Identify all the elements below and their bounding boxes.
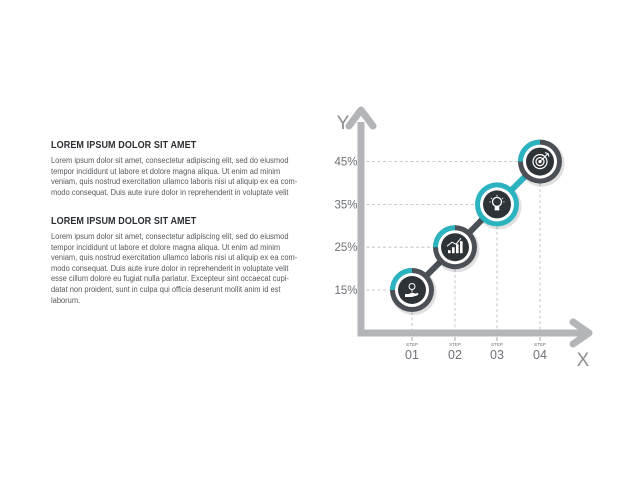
paragraph-line: modo consequat. Duis aute irure dolor in… — [51, 263, 289, 273]
text-block-1: LOREM IPSUM DOLOR SIT AMET Lorem ipsum d… — [51, 139, 316, 198]
y-tick-label: 25% — [334, 242, 357, 254]
y-tick-label: 35% — [334, 199, 357, 211]
lightbulb-icon — [489, 194, 505, 211]
growth-bar-chart-icon — [446, 237, 463, 254]
block-paragraph: Lorem ipsum dolor sit amet, consectetur … — [51, 156, 312, 198]
x-axis-letter: X — [577, 350, 590, 371]
paragraph-line: veniam, quis nostrud exercitation ullamc… — [51, 177, 298, 187]
target-icon — [532, 152, 550, 170]
x-tick-word: STEP — [406, 342, 418, 347]
y-axis-letter: Y — [337, 113, 350, 134]
block-heading: LOREM IPSUM DOLOR SIT AMET — [51, 215, 197, 227]
block-heading: LOREM IPSUM DOLOR SIT AMET — [51, 139, 197, 151]
y-tick-label: 45% — [334, 157, 357, 169]
x-tick-label: 01 — [405, 348, 419, 362]
paragraph-line: esse cillum dolore eu fugiat nulla paria… — [51, 274, 289, 284]
x-tick-label: 04 — [533, 348, 547, 362]
y-tick-label: 15% — [334, 285, 357, 297]
x-tick-word: STEP — [534, 342, 546, 347]
y-axis-arrow — [345, 106, 377, 130]
data-point-marker — [433, 225, 480, 273]
x-tick-word: STEP — [491, 342, 503, 347]
text-block-2: LOREM IPSUM DOLOR SIT AMET Lorem ipsum d… — [51, 215, 316, 306]
paragraph-line: tempor incididunt ut labore et dolore ma… — [51, 242, 281, 252]
paragraph-line: tempor incididunt ut labore et dolore ma… — [51, 166, 281, 176]
x-tick-label: 02 — [448, 348, 462, 362]
paragraph-line: datat non proident, sunt in culpa qui of… — [51, 284, 281, 294]
data-point-marker — [475, 182, 522, 230]
block-paragraph: Lorem ipsum dolor sit amet, consectetur … — [51, 232, 312, 306]
paragraph-line: Lorem ipsum dolor sit amet, consectetur … — [51, 156, 289, 165]
data-point-marker — [390, 268, 437, 315]
x-tick-word: STEP — [449, 342, 461, 347]
paragraph-line: modo consequat. Duis aute irure dolor in… — [51, 187, 289, 197]
marker-disk — [441, 233, 469, 262]
paragraph-line: laborum. — [51, 295, 81, 305]
paragraph-line: veniam, quis nostrud exercitation ullamc… — [51, 253, 298, 263]
x-tick-label: 03 — [490, 348, 504, 362]
marker-disk — [483, 190, 511, 219]
hand-coin-icon — [405, 283, 419, 297]
data-point-marker — [518, 139, 565, 187]
x-axis-arrow — [569, 318, 593, 348]
paragraph-line: Lorem ipsum dolor sit amet, consectetur … — [51, 232, 289, 241]
